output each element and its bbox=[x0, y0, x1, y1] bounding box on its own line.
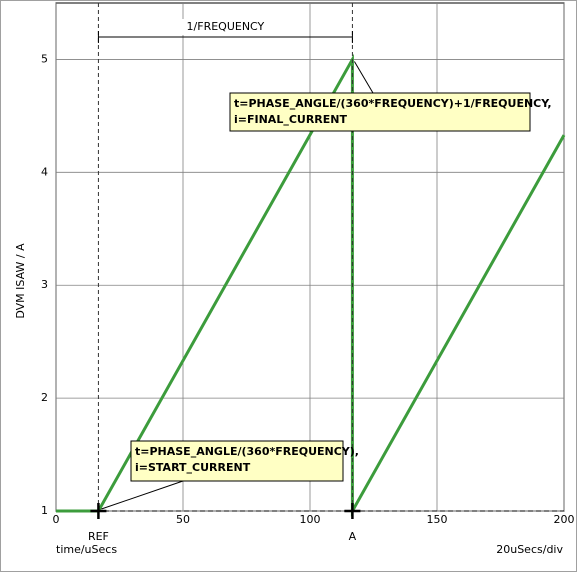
x-tick-label: 200 bbox=[554, 513, 575, 526]
annotation-box bbox=[229, 92, 531, 132]
y-tick-label: 3 bbox=[41, 278, 48, 291]
span-label-bg bbox=[180, 19, 271, 35]
annotation-leader bbox=[101, 480, 184, 510]
cursor-label: A bbox=[349, 530, 357, 543]
x-tick-label: 100 bbox=[300, 513, 321, 526]
x-tick-label: 150 bbox=[427, 513, 448, 526]
cursor-label: REF bbox=[88, 530, 109, 543]
annotation-text: i=FINAL_CURRENT bbox=[234, 113, 347, 126]
y-tick-label: 5 bbox=[41, 52, 48, 65]
x-tick-label: 0 bbox=[53, 513, 60, 526]
annotation-text: i=START_CURRENT bbox=[135, 461, 251, 474]
y-axis-label: DVM ISAW / A bbox=[14, 243, 27, 319]
span-label: 1/FREQUENCY bbox=[187, 20, 265, 33]
y-tick-label: 1 bbox=[41, 504, 48, 517]
x-tick-label: 50 bbox=[176, 513, 190, 526]
y-tick-label: 2 bbox=[41, 391, 48, 404]
y-tick-label: 4 bbox=[41, 165, 48, 178]
annotation-leader bbox=[353, 61, 374, 94]
x-axis-label: time/uSecs bbox=[56, 543, 117, 556]
annotation-text: t=PHASE_ANGLE/(360*FREQUENCY)+1/FREQUENC… bbox=[234, 97, 552, 110]
annotation-box bbox=[130, 440, 344, 482]
x-scale-label: 20uSecs/div bbox=[496, 543, 563, 556]
annotation-text: t=PHASE_ANGLE/(360*FREQUENCY), bbox=[135, 445, 359, 458]
